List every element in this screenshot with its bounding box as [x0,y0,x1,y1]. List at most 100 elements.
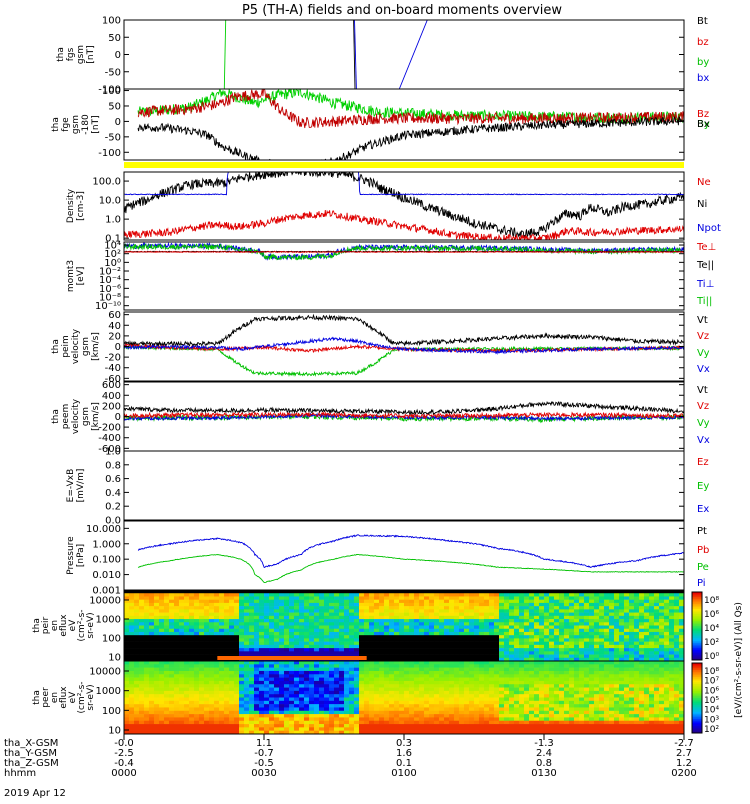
spec-cell [279,593,284,597]
spec-cell [639,616,644,620]
spec-cell [504,711,509,715]
spec-cell [294,678,299,682]
spec-cell [329,609,334,613]
spec-cell [259,711,264,715]
spec-cell [274,642,279,646]
spec-cell [324,698,329,702]
spec-cell [634,651,639,655]
spec-cell [184,590,189,594]
spec-cell [574,691,579,695]
spec-cell [549,596,554,600]
spec-cell [229,638,234,642]
spec-cell [454,698,459,702]
spec-cell [399,668,404,672]
spec-cell [364,727,369,731]
spec-cell [284,704,289,708]
spec-cell [209,596,214,600]
spec-cell [454,638,459,642]
spec-cell [459,603,464,607]
spec-cell [179,629,184,633]
legend-pressure-3: Pi [697,578,706,589]
spec-cell [324,664,329,668]
spec-cell [504,651,509,655]
spec-cell [634,632,639,636]
spec-cell [249,619,254,623]
spec-cell [589,648,594,652]
legend-vpeem-1: Vz [697,401,709,412]
spec-cell [359,629,364,633]
spec-cell [569,590,574,594]
spec-cell [574,661,579,665]
spec-cell [229,632,234,636]
spec-cell [334,678,339,682]
spec-cell [209,714,214,718]
spec-cell [209,609,214,613]
spec-cell [479,698,484,702]
spec-cell [604,661,609,665]
spec-cell [254,714,259,718]
spec-cell [514,606,519,610]
spec-cell [569,668,574,672]
spec-cell [449,701,454,705]
spec-cell [664,655,669,659]
spec-cell [399,648,404,652]
spec-cell [504,684,509,688]
spec-cell [434,701,439,705]
spec-band [217,656,366,660]
spec-cell [244,616,249,620]
spec-cell [209,668,214,672]
spec-cell [629,721,634,725]
spec-cell [129,704,134,708]
spec-cell [449,678,454,682]
spec-cell [619,691,624,695]
spec-cell [259,684,264,688]
spec-cell [389,704,394,708]
spec-cell [269,724,274,728]
spec-cell [339,727,344,731]
spec-cell [409,629,414,633]
spec-cell [589,642,594,646]
spec-cell [324,629,329,633]
spec-cell [249,606,254,610]
spec-cell [409,638,414,642]
spec-cell [639,622,644,626]
spec-cell [314,707,319,711]
spec-cell [539,694,544,698]
spec-cell [189,678,194,682]
spec-cell [429,698,434,702]
spec-cell [319,688,324,692]
spec-cell [224,721,229,725]
spec-cell [459,626,464,630]
spec-cell [344,698,349,702]
spec-cell [499,701,504,705]
spec-cell [544,704,549,708]
spec-cell [204,727,209,731]
spec-cell [334,674,339,678]
ylabel-mom-0: momt3 [66,260,76,292]
legend-density-2: Npot [697,223,721,234]
spec-cell [439,622,444,626]
spec-cell [564,645,569,649]
spec-cell [324,590,329,594]
spec-cell [274,638,279,642]
spec-cell [474,632,479,636]
spec-cell [674,629,679,633]
spec-cell [404,664,409,668]
spec-cell [124,629,129,633]
spec-cell [594,600,599,604]
spec-cell [379,613,384,617]
spec-cell [569,642,574,646]
spec-cell [204,638,209,642]
spec-cell [374,648,379,652]
spec-cell [599,619,604,623]
spec-cell [534,600,539,604]
spec-cell [374,724,379,728]
spec-cell [519,642,524,646]
spec-cell [569,632,574,636]
spec-cell [339,638,344,642]
spec-cell [364,691,369,695]
spec-cell [574,613,579,617]
spec-cell [459,674,464,678]
spec-cell [554,714,559,718]
spec-cell [404,642,409,646]
